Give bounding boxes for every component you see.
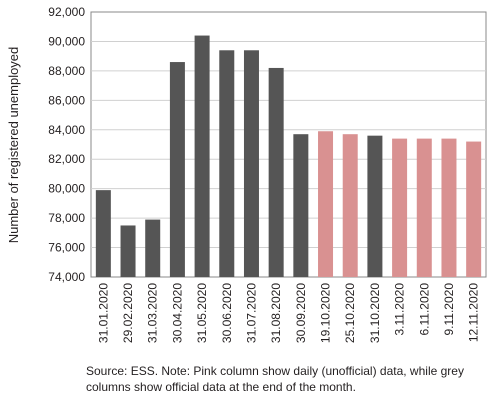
- x-tick-label: 31.07.2020: [244, 283, 258, 343]
- y-tick-label: 86,000: [48, 93, 85, 107]
- bar-31.07.2020: [243, 50, 259, 278]
- bar-12.11.2020: [466, 141, 482, 277]
- y-tick-label: 84,000: [48, 123, 85, 137]
- y-tick-label: 88,000: [48, 64, 85, 78]
- x-tick-label: 31.05.2020: [195, 283, 209, 343]
- y-tick-label: 78,000: [48, 211, 85, 225]
- bar-19.10.2020: [318, 131, 334, 277]
- x-tick-label: 19.10.2020: [319, 283, 333, 343]
- y-tick-label: 74,000: [48, 270, 85, 284]
- y-tick-label: 80,000: [48, 182, 85, 196]
- bar-6.11.2020: [416, 138, 432, 277]
- bar-30.04.2020: [169, 62, 185, 277]
- x-tick-labels: 31.01.2020 29.02.2020 31.03.2020 30.04.2020…: [96, 283, 480, 343]
- bar-31.01.2020: [95, 190, 111, 277]
- x-tick-label: 6.11.2020: [417, 283, 431, 336]
- x-tick-label: 12.11.2020: [467, 283, 481, 342]
- x-tick-label: 25.10.2020: [343, 283, 357, 343]
- bar-3.11.2020: [392, 138, 408, 277]
- bar-25.10.2020: [342, 134, 358, 277]
- bar-30.06.2020: [219, 50, 235, 278]
- x-tick-label: 30.04.2020: [170, 283, 184, 343]
- source-note: Source: ESS. Note: Pink column show dail…: [86, 364, 464, 394]
- x-tick-label: 29.02.2020: [121, 283, 135, 343]
- x-tick-label: 31.03.2020: [146, 283, 160, 343]
- y-tick-label: 92,000: [48, 5, 85, 19]
- y-tick-label: 90,000: [48, 34, 85, 48]
- y-tick-labels: 74,000 76,000 78,000 80,000 82,000 84,000 86,0…: [48, 5, 85, 284]
- bar-31.05.2020: [194, 35, 210, 277]
- plot-frame: [90, 11, 487, 278]
- bar-31.10.2020: [367, 135, 383, 277]
- bar-30.09.2020: [293, 134, 309, 277]
- x-tick-label: 9.11.2020: [442, 283, 456, 336]
- x-tick-label: 31.08.2020: [269, 283, 283, 343]
- bars: [95, 35, 482, 278]
- y-axis-label: Number of registered unemployed: [6, 47, 21, 244]
- bar-31.08.2020: [268, 67, 284, 277]
- bar-29.02.2020: [120, 225, 136, 277]
- x-tick-label: 31.01.2020: [96, 283, 110, 343]
- x-tick-label: 3.11.2020: [393, 283, 407, 336]
- x-tick-label: 30.09.2020: [294, 283, 308, 343]
- bar-chart: 74,000 76,000 78,000 80,000 82,000 84,000 86,0…: [6, 5, 487, 343]
- bar-31.03.2020: [145, 219, 161, 277]
- bar-9.11.2020: [441, 138, 457, 277]
- x-tick-label: 30.06.2020: [220, 283, 234, 343]
- y-tick-label: 82,000: [48, 152, 85, 166]
- x-tick-label: 31.10.2020: [368, 283, 382, 343]
- y-tick-label: 76,000: [48, 241, 85, 255]
